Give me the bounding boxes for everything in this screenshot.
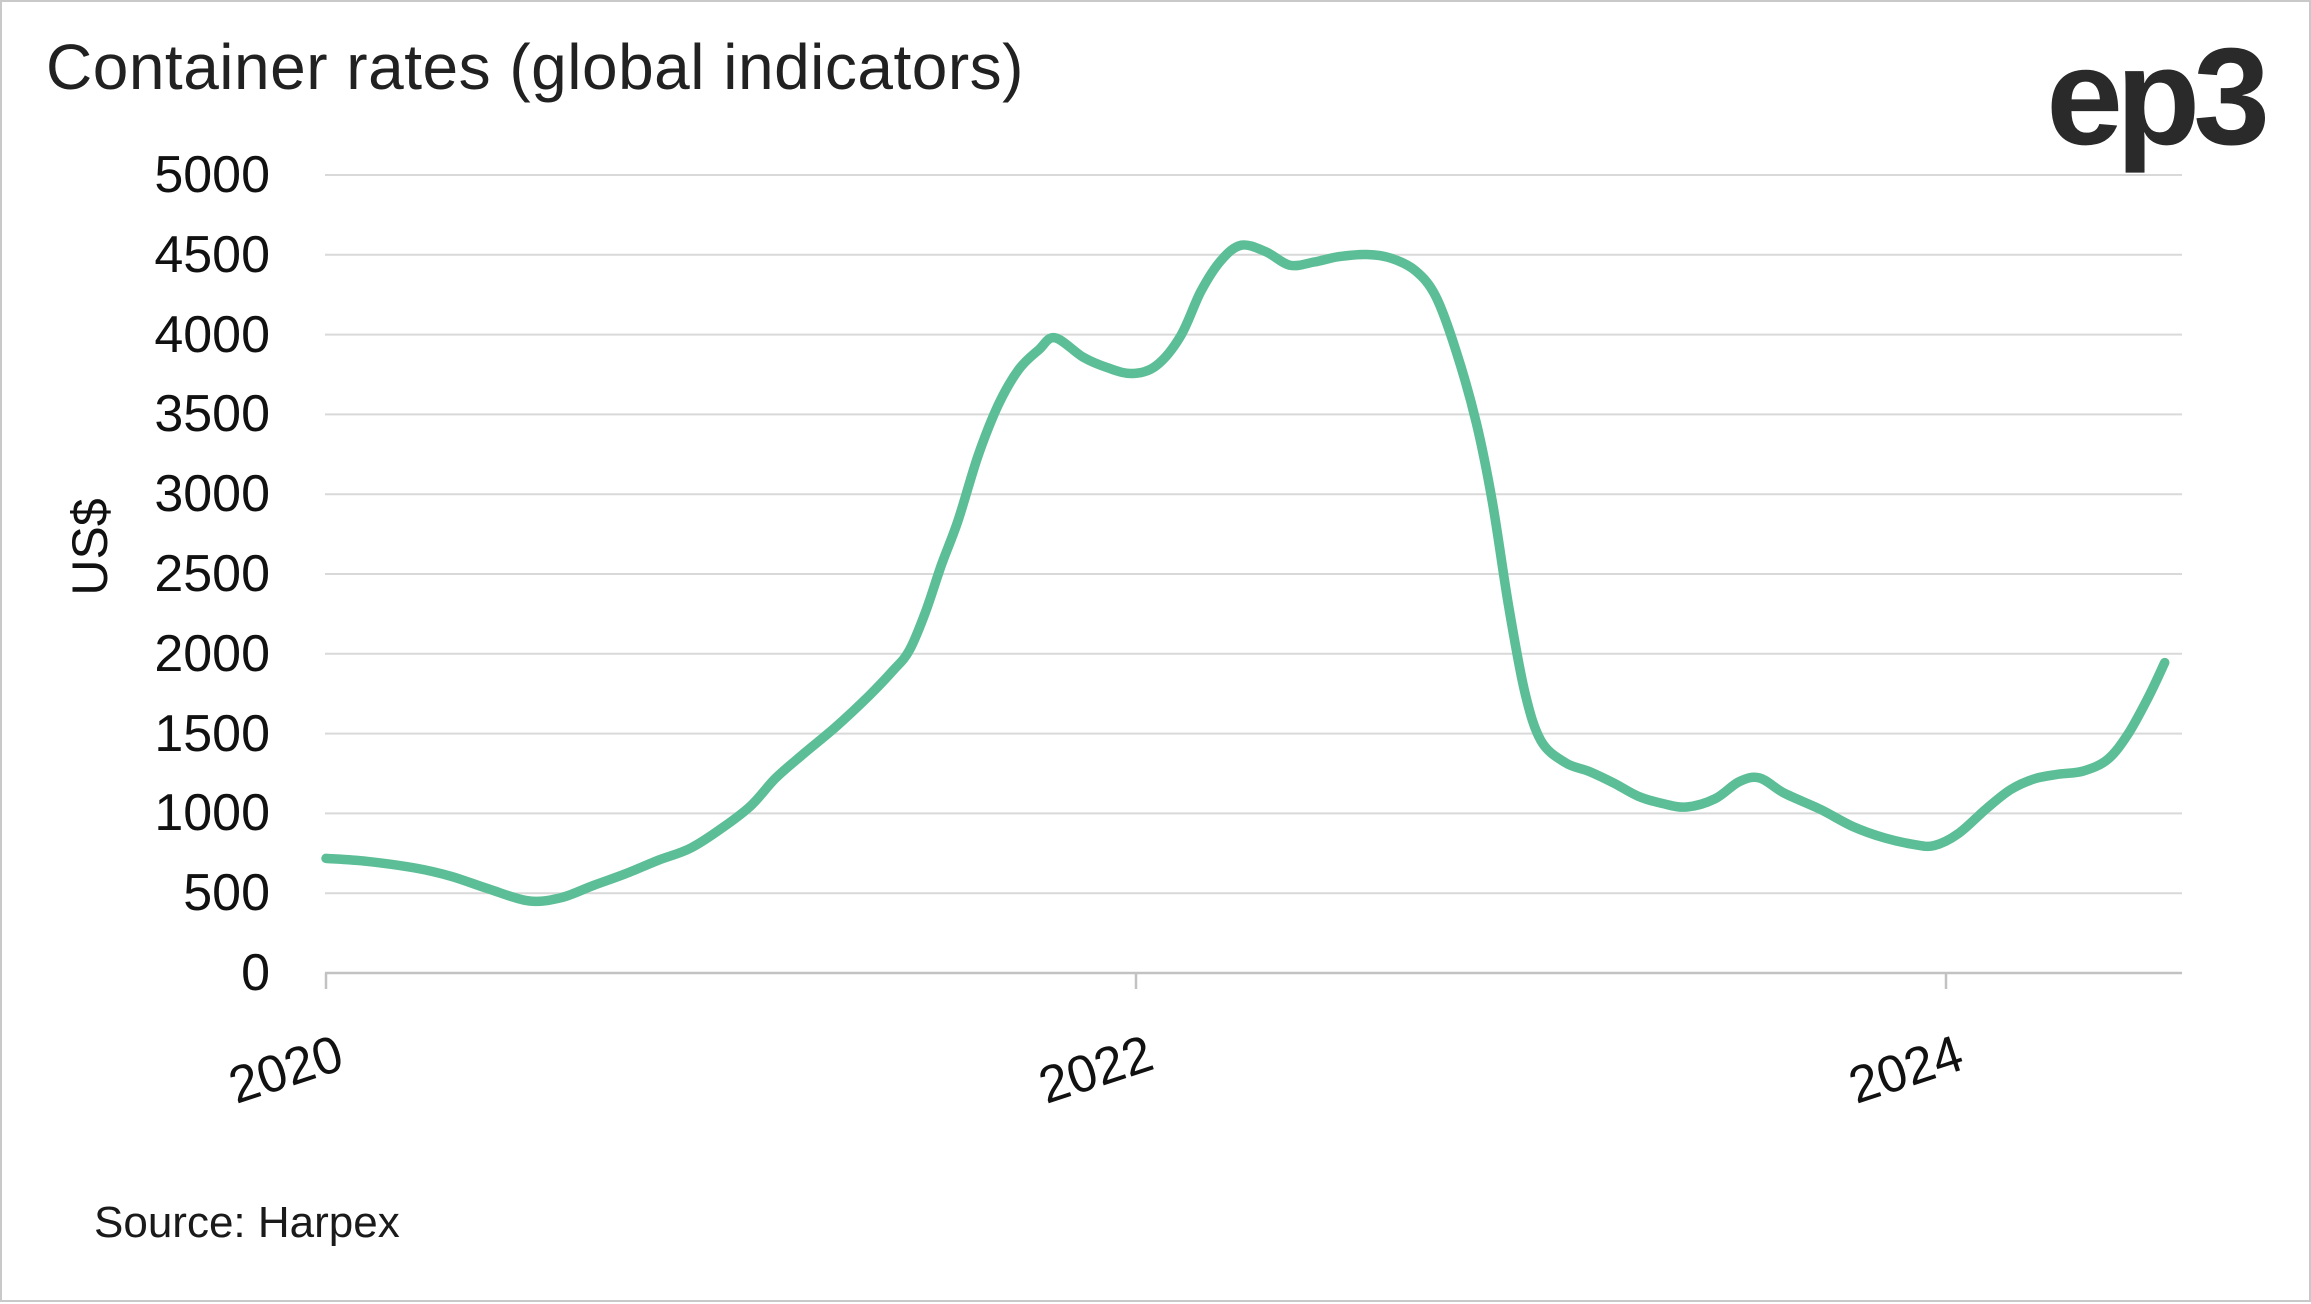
chart-title: Container rates (global indicators): [46, 31, 1024, 103]
y-tick-label: 1000: [154, 784, 270, 843]
y-tick-label: 500: [183, 864, 270, 923]
y-tick-label: 5000: [154, 146, 270, 204]
y-tick-label: 0: [241, 944, 270, 1002]
source-note: Source: Harpex: [94, 1198, 400, 1247]
y-tick-label: 3500: [154, 385, 270, 444]
y-tick-label: 2000: [154, 624, 270, 683]
gridlines: [325, 174, 2182, 895]
y-tick-label: 4000: [154, 305, 270, 364]
axes: [324, 971, 2182, 989]
y-tick-label: 3000: [154, 465, 270, 524]
y-tick-label: 1500: [154, 704, 270, 763]
container-rate-line: [321, 240, 2170, 907]
ep3-logo: ep3: [2046, 20, 2270, 174]
y-tick-label: 4500: [154, 225, 270, 284]
y-tick-label: 2500: [154, 545, 270, 603]
